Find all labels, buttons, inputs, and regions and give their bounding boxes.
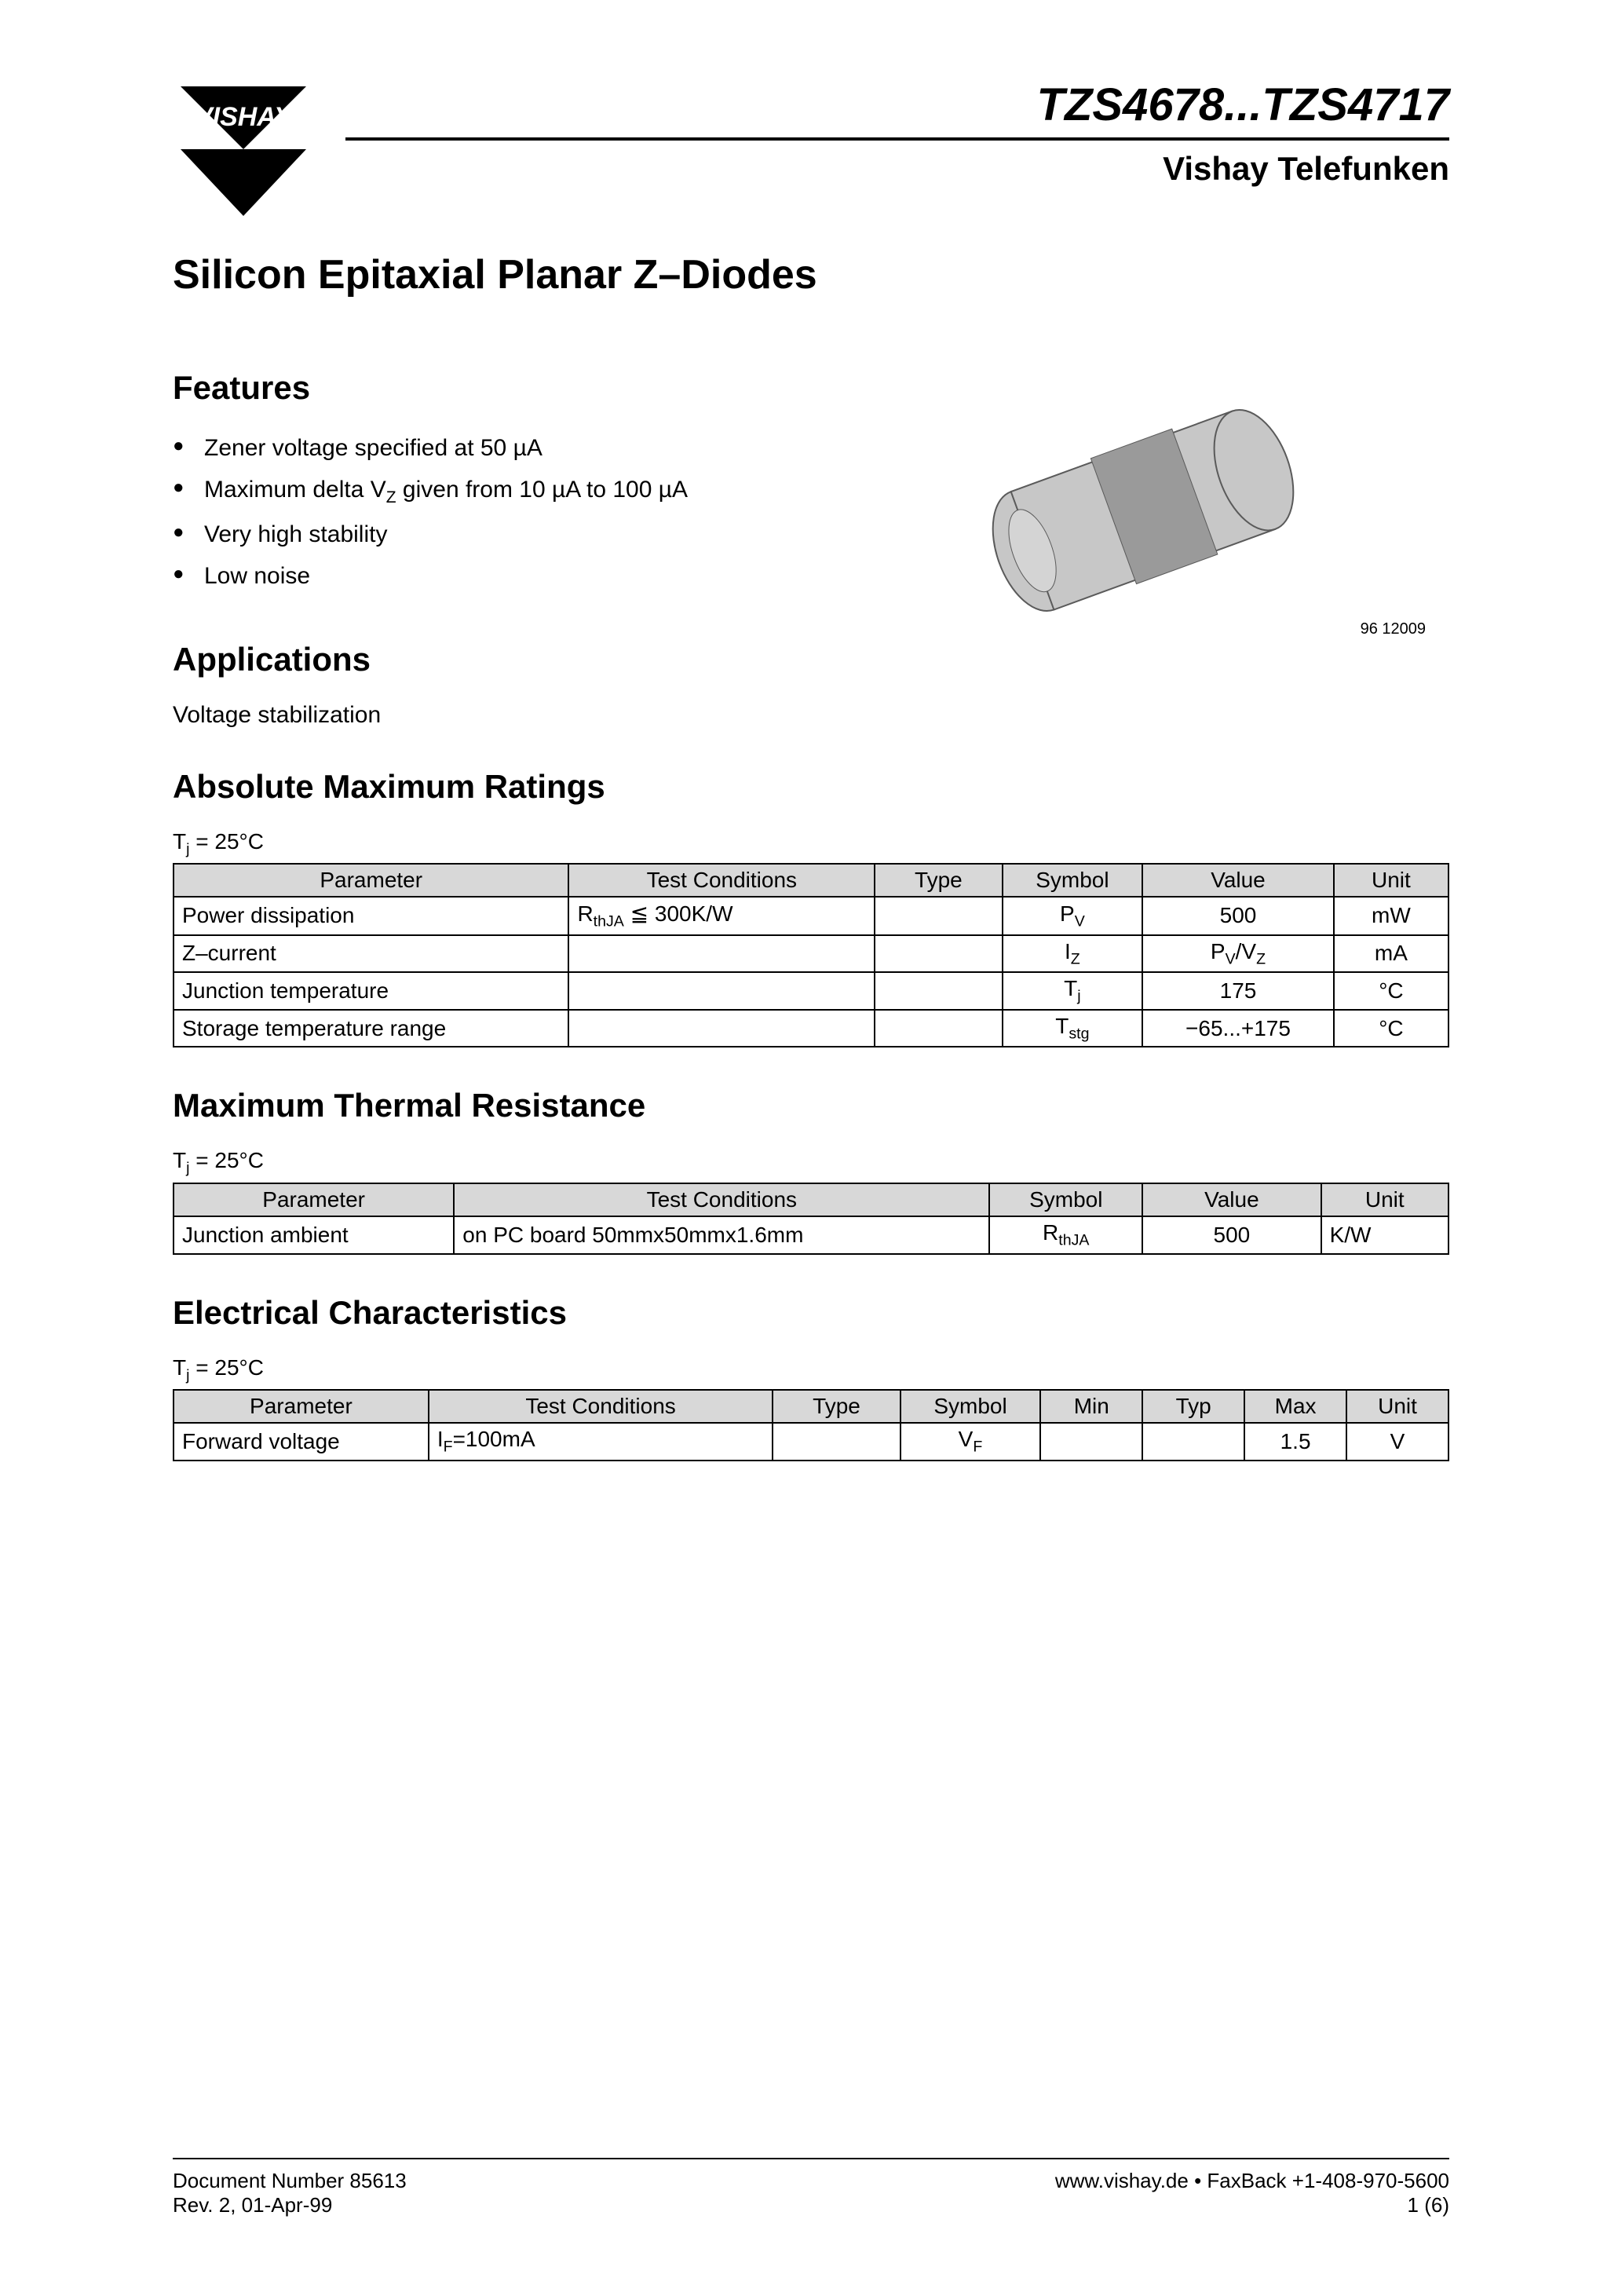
applications-text: Voltage stabilization	[173, 702, 811, 729]
feature-item: Low noise	[173, 558, 811, 594]
table-row: Power dissipation RthJA ≦ 300K/W PV 500 …	[174, 897, 1448, 935]
table-row: Junction temperature Tj 175 °C	[174, 972, 1448, 1010]
footer-url: www.vishay.de • FaxBack +1-408-970-5600	[1055, 2169, 1449, 2193]
page-number: 1 (6)	[1055, 2193, 1449, 2217]
brand-name: Vishay Telefunken	[345, 150, 1449, 188]
col-unit: Unit	[1334, 864, 1448, 897]
table-row: Storage temperature range Tstg −65...+17…	[174, 1010, 1448, 1047]
col-max: Max	[1244, 1390, 1346, 1423]
abs-max-table: Parameter Test Conditions Type Symbol Va…	[173, 863, 1449, 1047]
col-typ: Typ	[1142, 1390, 1244, 1423]
table-row: Junction ambient on PC board 50mmx50mmx1…	[174, 1216, 1448, 1254]
electrical-temp-note: Tj = 25°C	[173, 1355, 1449, 1385]
col-unit: Unit	[1321, 1183, 1448, 1216]
thermal-heading: Maximum Thermal Resistance	[173, 1087, 1449, 1124]
col-parameter: Parameter	[174, 864, 568, 897]
image-label: 96 12009	[1361, 620, 1426, 638]
col-symbol: Symbol	[1003, 864, 1143, 897]
table-row: Forward voltage IF=100mA VF 1.5 V	[174, 1423, 1448, 1461]
doc-number: Document Number 85613	[173, 2169, 407, 2193]
col-min: Min	[1040, 1390, 1142, 1423]
col-unit: Unit	[1346, 1390, 1448, 1423]
abs-max-heading: Absolute Maximum Ratings	[173, 768, 1449, 806]
col-type: Type	[773, 1390, 900, 1423]
col-value: Value	[1142, 1183, 1321, 1216]
main-title: Silicon Epitaxial Planar Z–Diodes	[173, 251, 1449, 298]
footer-left: Document Number 85613 Rev. 2, 01-Apr-99	[173, 2169, 407, 2217]
feature-item: Very high stability	[173, 517, 811, 552]
feature-item: Maximum delta VZ given from 10 µA to 100…	[173, 472, 811, 510]
page-footer: Document Number 85613 Rev. 2, 01-Apr-99 …	[173, 2158, 1449, 2217]
electrical-section: Electrical Characteristics Tj = 25°C Par…	[173, 1294, 1449, 1461]
page-header: VISHAY TZS4678...TZS4717 Vishay Telefunk…	[173, 79, 1449, 220]
electrical-heading: Electrical Characteristics	[173, 1294, 1449, 1332]
col-type: Type	[875, 864, 1002, 897]
col-symbol: Symbol	[989, 1183, 1142, 1216]
title-block: TZS4678...TZS4717 Vishay Telefunken	[345, 79, 1449, 188]
abs-max-section: Absolute Maximum Ratings Tj = 25°C Param…	[173, 768, 1449, 1048]
feature-item: Zener voltage specified at 50 µA	[173, 430, 811, 466]
col-conditions: Test Conditions	[429, 1390, 773, 1423]
abs-max-temp-note: Tj = 25°C	[173, 829, 1449, 859]
applications-heading: Applications	[173, 641, 811, 678]
features-list: Zener voltage specified at 50 µA Maximum…	[173, 430, 811, 594]
svg-text:VISHAY: VISHAY	[195, 102, 294, 132]
col-value: Value	[1142, 864, 1334, 897]
col-parameter: Parameter	[174, 1390, 429, 1423]
table-row: Z–current IZ PV/VZ mA	[174, 935, 1448, 973]
col-parameter: Parameter	[174, 1183, 454, 1216]
footer-right: www.vishay.de • FaxBack +1-408-970-5600 …	[1055, 2169, 1449, 2217]
component-diagram	[939, 369, 1347, 652]
vishay-logo: VISHAY	[173, 79, 314, 220]
features-heading: Features	[173, 369, 811, 407]
thermal-section: Maximum Thermal Resistance Tj = 25°C Par…	[173, 1087, 1449, 1254]
electrical-table: Parameter Test Conditions Type Symbol Mi…	[173, 1389, 1449, 1461]
col-conditions: Test Conditions	[568, 864, 875, 897]
col-conditions: Test Conditions	[454, 1183, 989, 1216]
revision: Rev. 2, 01-Apr-99	[173, 2193, 407, 2217]
thermal-table: Parameter Test Conditions Symbol Value U…	[173, 1183, 1449, 1255]
features-applications-row: Features Zener voltage specified at 50 µ…	[173, 369, 1449, 729]
part-number: TZS4678...TZS4717	[345, 79, 1449, 141]
thermal-temp-note: Tj = 25°C	[173, 1148, 1449, 1178]
col-symbol: Symbol	[901, 1390, 1041, 1423]
